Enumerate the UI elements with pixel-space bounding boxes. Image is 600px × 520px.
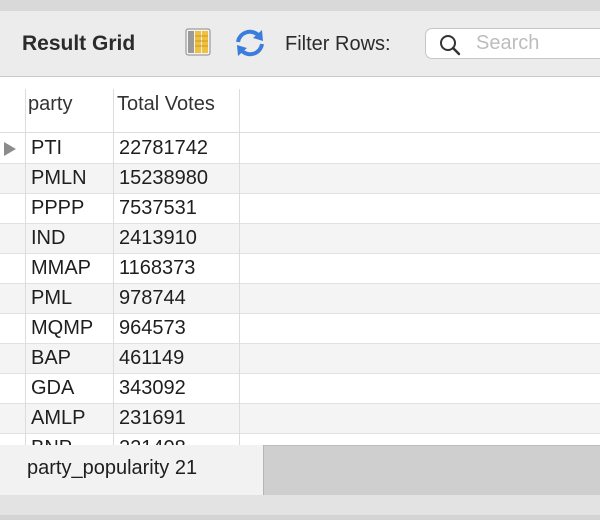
window-top-strip <box>0 0 600 11</box>
tab-party-popularity[interactable]: party_popularity 21 <box>0 445 264 496</box>
cell-divider <box>239 134 240 164</box>
cell-divider <box>239 374 240 404</box>
table-row[interactable]: MQMP 964573 <box>0 314 600 344</box>
cell-divider <box>25 194 26 224</box>
cell-party[interactable]: PML <box>31 287 73 309</box>
cell-divider <box>25 344 26 374</box>
cell-divider <box>239 284 240 314</box>
column-header-total-votes[interactable]: Total Votes <box>117 93 215 115</box>
cell-total-votes[interactable]: 978744 <box>119 287 186 309</box>
cell-divider <box>239 254 240 284</box>
cell-party[interactable]: PTI <box>31 137 63 159</box>
cell-divider <box>113 164 114 194</box>
cell-party[interactable]: MMAP <box>31 257 91 279</box>
cell-total-votes[interactable]: 964573 <box>119 317 186 339</box>
search-icon <box>438 33 462 62</box>
bottom-divider <box>0 515 600 520</box>
cell-total-votes[interactable]: 221408 <box>119 437 186 445</box>
table-row[interactable]: BAP 461149 <box>0 344 600 374</box>
filter-rows-label: Filter Rows: <box>285 33 391 55</box>
cell-divider <box>113 374 114 404</box>
result-grid[interactable]: party Total Votes PTI 22781742 PMLN 1523… <box>0 77 600 445</box>
table-row[interactable]: IND 2413910 <box>0 224 600 254</box>
cell-divider <box>113 284 114 314</box>
cell-divider <box>239 194 240 224</box>
cell-party[interactable]: AMLP <box>31 407 86 429</box>
cell-divider <box>25 314 26 344</box>
table-row[interactable]: MMAP 1168373 <box>0 254 600 284</box>
cell-divider <box>113 134 114 164</box>
cell-divider <box>113 224 114 254</box>
header-divider[interactable] <box>113 89 114 135</box>
table-row[interactable]: PPPP 7537531 <box>0 194 600 224</box>
cell-divider <box>25 434 26 445</box>
search-box[interactable] <box>425 28 600 59</box>
cell-total-votes[interactable]: 22781742 <box>119 137 208 159</box>
cell-divider <box>113 344 114 374</box>
result-toolbar: Result Grid Filter Rows: <box>0 11 600 77</box>
table-row[interactable]: PMLN 15238980 <box>0 164 600 194</box>
header-divider[interactable] <box>239 89 240 135</box>
cell-divider <box>239 344 240 374</box>
grid-rows: PTI 22781742 PMLN 15238980 PPPP 7537531 … <box>0 134 600 445</box>
search-input[interactable] <box>476 32 596 54</box>
cell-total-votes[interactable]: 1168373 <box>119 257 196 279</box>
cell-divider <box>113 404 114 434</box>
cell-divider <box>113 434 114 445</box>
cell-party[interactable]: PPPP <box>31 197 85 219</box>
cell-total-votes[interactable]: 461149 <box>119 347 185 369</box>
cell-party[interactable]: MQMP <box>31 317 94 339</box>
cell-total-votes[interactable]: 2413910 <box>119 227 197 249</box>
cell-party[interactable]: GDA <box>31 377 75 399</box>
cell-total-votes[interactable]: 15238980 <box>119 167 208 189</box>
cell-divider <box>25 404 26 434</box>
table-row[interactable]: PTI 22781742 <box>0 134 600 164</box>
grid-columns-icon[interactable] <box>184 27 212 62</box>
column-header-party[interactable]: party <box>28 93 73 115</box>
cell-divider <box>25 374 26 404</box>
cell-party[interactable]: BAP <box>31 347 72 369</box>
cell-divider <box>25 284 26 314</box>
window-bottom-strip <box>0 495 600 520</box>
table-row[interactable]: BNP 221408 <box>0 434 600 445</box>
table-row[interactable]: AMLP 231691 <box>0 404 600 434</box>
cell-party[interactable]: PMLN <box>31 167 87 189</box>
cell-divider <box>239 404 240 434</box>
result-tab-bar: party_popularity 21 <box>0 445 600 496</box>
grid-header: party Total Votes <box>0 77 600 135</box>
cell-divider <box>113 314 114 344</box>
cell-divider <box>113 254 114 284</box>
cell-divider <box>25 254 26 284</box>
result-grid-title: Result Grid <box>22 32 136 55</box>
cell-total-votes[interactable]: 7537531 <box>119 197 197 219</box>
cell-divider <box>239 314 240 344</box>
cell-divider <box>239 434 240 445</box>
cell-divider <box>239 224 240 254</box>
cell-party[interactable]: IND <box>31 227 66 249</box>
cell-total-votes[interactable]: 231691 <box>119 407 186 429</box>
cell-divider <box>25 164 26 194</box>
cell-divider <box>25 224 26 254</box>
table-row[interactable]: GDA 343092 <box>0 374 600 404</box>
cell-divider <box>25 134 26 164</box>
table-row[interactable]: PML 978744 <box>0 284 600 314</box>
header-divider <box>25 89 26 135</box>
tab-label: party_popularity 21 <box>27 457 198 479</box>
cell-divider <box>113 194 114 224</box>
cell-divider <box>239 164 240 194</box>
refresh-icon[interactable] <box>232 27 268 64</box>
current-row-indicator <box>4 142 16 156</box>
cell-total-votes[interactable]: 343092 <box>119 377 186 399</box>
cell-party[interactable]: BNP <box>31 437 72 445</box>
